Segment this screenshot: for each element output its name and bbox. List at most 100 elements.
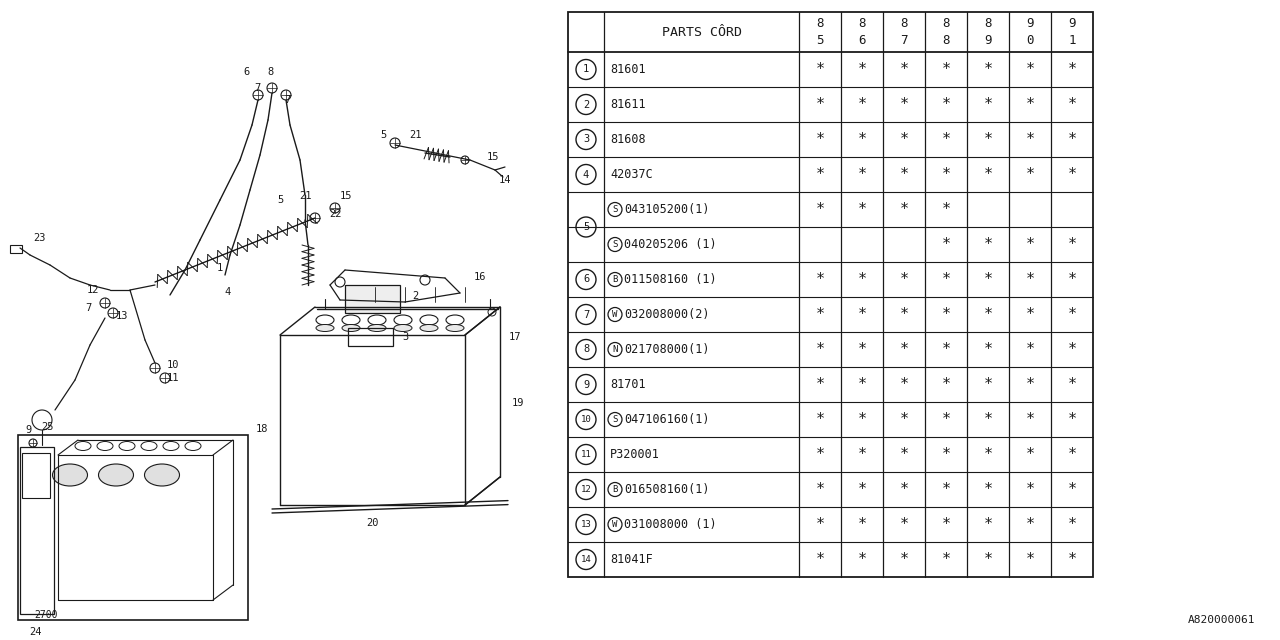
Text: 1: 1	[582, 65, 589, 74]
Text: A820000061: A820000061	[1188, 615, 1254, 625]
Text: *: *	[941, 517, 951, 532]
Text: 047106160(1): 047106160(1)	[625, 413, 709, 426]
Text: *: *	[941, 167, 951, 182]
Text: *: *	[1068, 412, 1076, 427]
Text: 021708000(1): 021708000(1)	[625, 343, 709, 356]
Text: 11: 11	[166, 373, 179, 383]
Text: 16: 16	[474, 272, 486, 282]
Text: *: *	[815, 307, 824, 322]
Text: *: *	[1025, 97, 1034, 112]
Text: *: *	[983, 377, 992, 392]
Text: *: *	[983, 132, 992, 147]
Bar	[568, 12, 1093, 577]
Text: *: *	[815, 62, 824, 77]
Text: 21: 21	[300, 191, 312, 201]
Text: B: B	[612, 485, 618, 494]
Text: *: *	[1068, 447, 1076, 462]
Text: 4: 4	[225, 287, 232, 297]
Text: *: *	[1025, 412, 1034, 427]
Text: *: *	[1025, 377, 1034, 392]
Text: *: *	[815, 202, 824, 217]
Text: 7: 7	[284, 95, 291, 105]
Text: 12: 12	[87, 285, 100, 295]
Text: 14: 14	[581, 555, 591, 564]
Text: *: *	[815, 412, 824, 427]
Text: *: *	[1025, 62, 1034, 77]
Text: 5: 5	[276, 195, 283, 205]
Text: *: *	[983, 412, 992, 427]
Text: 7: 7	[900, 35, 908, 47]
Text: *: *	[858, 202, 867, 217]
Text: 016508160(1): 016508160(1)	[625, 483, 709, 496]
Text: *: *	[900, 552, 909, 567]
Text: *: *	[1068, 62, 1076, 77]
Text: *: *	[983, 167, 992, 182]
Ellipse shape	[316, 324, 334, 332]
Text: 011508160 (1): 011508160 (1)	[625, 273, 717, 286]
Text: 81041F: 81041F	[611, 553, 653, 566]
Text: 2700: 2700	[35, 610, 58, 620]
Text: *: *	[941, 272, 951, 287]
Text: *: *	[941, 482, 951, 497]
Text: *: *	[983, 237, 992, 252]
Text: 043105200(1): 043105200(1)	[625, 203, 709, 216]
Text: 19: 19	[512, 398, 525, 408]
Text: *: *	[858, 447, 867, 462]
Text: *: *	[1068, 132, 1076, 147]
Text: *: *	[1068, 167, 1076, 182]
Text: 0: 0	[1027, 35, 1034, 47]
Text: *: *	[983, 97, 992, 112]
Text: *: *	[1068, 552, 1076, 567]
Text: 2: 2	[412, 291, 419, 301]
Text: 2: 2	[582, 99, 589, 109]
Text: 22: 22	[330, 209, 342, 219]
Text: 17: 17	[508, 332, 521, 342]
Ellipse shape	[420, 324, 438, 332]
Text: *: *	[1025, 517, 1034, 532]
Text: *: *	[815, 342, 824, 357]
Text: 81608: 81608	[611, 133, 645, 146]
Text: *: *	[983, 552, 992, 567]
Text: 4: 4	[582, 170, 589, 179]
Text: *: *	[815, 377, 824, 392]
Text: *: *	[815, 272, 824, 287]
Text: *: *	[1025, 272, 1034, 287]
Text: P320001: P320001	[611, 448, 660, 461]
Text: PARTS CÔRD: PARTS CÔRD	[662, 26, 741, 38]
Text: B: B	[612, 275, 618, 284]
Text: 5: 5	[380, 130, 387, 140]
Text: *: *	[815, 97, 824, 112]
Text: *: *	[941, 132, 951, 147]
Text: 040205206 (1): 040205206 (1)	[625, 238, 717, 251]
Ellipse shape	[394, 324, 412, 332]
Text: *: *	[983, 342, 992, 357]
Text: *: *	[900, 482, 909, 497]
Text: *: *	[858, 482, 867, 497]
Text: *: *	[900, 167, 909, 182]
Text: S: S	[612, 240, 618, 249]
Text: 42037C: 42037C	[611, 168, 653, 181]
Text: *: *	[1068, 482, 1076, 497]
Text: *: *	[815, 552, 824, 567]
Text: *: *	[900, 412, 909, 427]
Text: *: *	[858, 62, 867, 77]
Text: 21: 21	[408, 130, 421, 140]
Ellipse shape	[445, 324, 465, 332]
Text: *: *	[983, 307, 992, 322]
Text: W: W	[612, 310, 618, 319]
Text: *: *	[900, 202, 909, 217]
Text: *: *	[1025, 237, 1034, 252]
Text: *: *	[941, 342, 951, 357]
Text: 6: 6	[859, 35, 865, 47]
Text: *: *	[858, 412, 867, 427]
Text: *: *	[941, 62, 951, 77]
Text: 18: 18	[256, 424, 269, 433]
Text: 15: 15	[339, 191, 352, 201]
Text: *: *	[1025, 552, 1034, 567]
Text: *: *	[1068, 97, 1076, 112]
Text: *: *	[858, 517, 867, 532]
Ellipse shape	[52, 464, 87, 486]
Text: 12: 12	[581, 485, 591, 494]
Text: *: *	[858, 167, 867, 182]
Text: 6: 6	[582, 275, 589, 285]
